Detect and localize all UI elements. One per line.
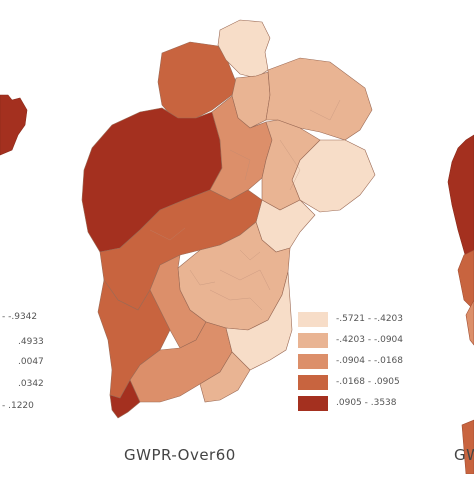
legend-label: .0905 - .3538 [336, 398, 397, 408]
legend-row: -.0904 - -.0168 [298, 354, 438, 369]
panel-title-center: GWPR-Over60 [124, 446, 236, 464]
map-region-bottom [199, 351, 251, 403]
left-legend-label-3: .0047 [18, 357, 44, 367]
left-legend-label-1: - -.9342 [2, 312, 38, 322]
left-legend-label-2: .4933 [18, 337, 44, 347]
legend-swatch [298, 333, 328, 348]
legend-label: -.0904 - -.0168 [336, 356, 403, 366]
legend-swatch [298, 312, 328, 327]
legend-label: -.0168 - .0905 [336, 377, 400, 387]
legend-label: -.4203 - -.0904 [336, 335, 403, 345]
legend-swatch [298, 375, 328, 390]
map-region-bottom-tip [109, 379, 141, 419]
left-legend-label-5: - .1220 [2, 401, 34, 411]
legend-swatch [298, 354, 328, 369]
legend-label: -.5721 - -.4203 [336, 314, 403, 324]
legend-row: .0905 - .3538 [298, 396, 438, 411]
legend-row: -.4203 - -.0904 [298, 333, 438, 348]
right-map-fragment [447, 134, 474, 271]
left-map-fragment [0, 94, 28, 156]
legend-row: -.5721 - -.4203 [298, 312, 438, 327]
legend-row: -.0168 - .0905 [298, 375, 438, 390]
left-legend-label-4: .0342 [18, 379, 44, 389]
center-map [81, 19, 376, 419]
panel-title-right-cropped: GW [454, 446, 474, 464]
map-region-northwest [157, 41, 237, 121]
legend-swatch [298, 396, 328, 411]
